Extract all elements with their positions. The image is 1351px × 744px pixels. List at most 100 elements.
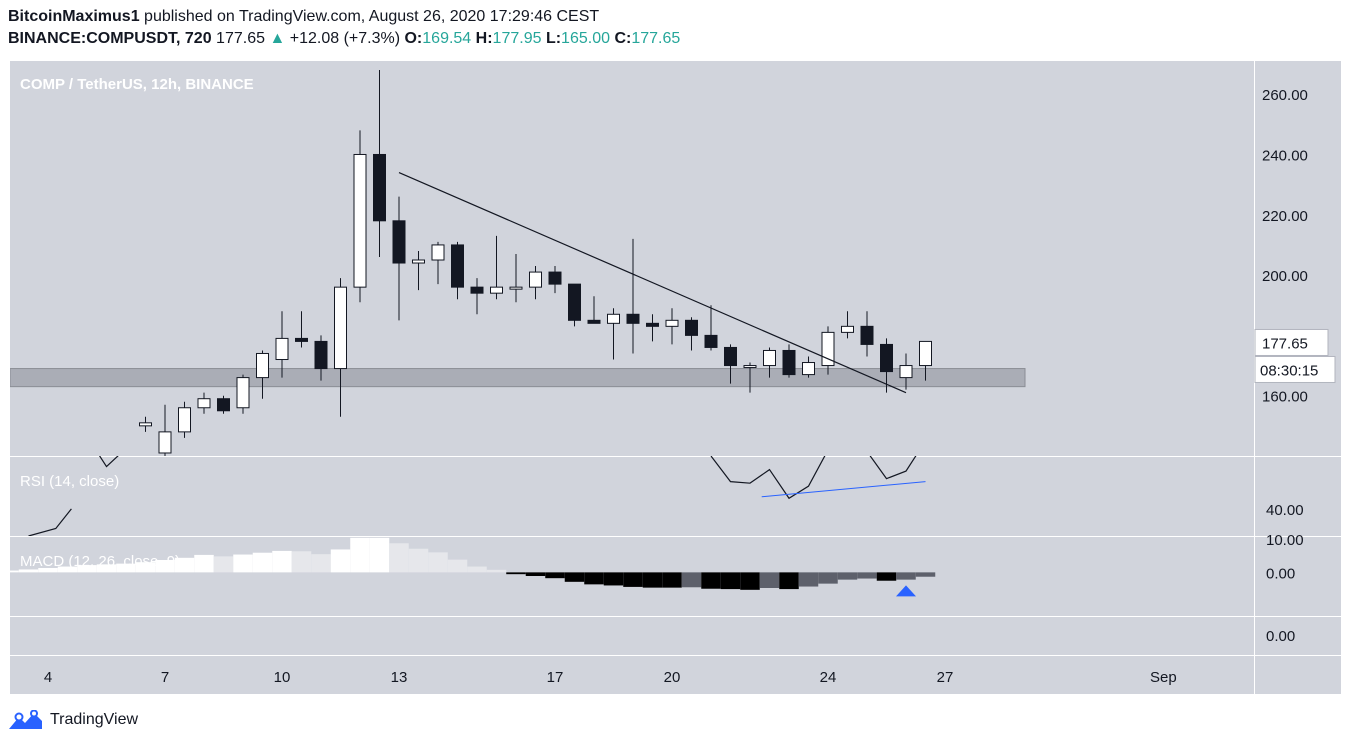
macd-histogram-bar — [837, 572, 858, 580]
candle — [431, 244, 445, 261]
macd-signal-arrow-icon — [896, 585, 916, 597]
price-tick-label: 200.00 — [1262, 268, 1308, 285]
macd-histogram-bar — [174, 557, 195, 573]
candle — [685, 319, 698, 336]
macd-histogram-bar — [233, 554, 253, 573]
macd-histogram-bar — [525, 572, 546, 576]
candle — [763, 349, 776, 367]
rsi-line-1 — [710, 456, 826, 500]
candle — [392, 220, 406, 264]
candle — [373, 153, 386, 222]
price-tick-label: 260.00 — [1262, 87, 1308, 104]
rsi-pane-title: RSI (14, close) — [20, 473, 119, 490]
macd-histogram-bar — [194, 554, 214, 573]
macd-histogram-bar — [564, 572, 585, 582]
macd-histogram-bar — [857, 572, 877, 579]
macd-histogram-bar — [740, 572, 760, 590]
rsi-tick-label: 40.00 — [1266, 502, 1304, 519]
rsi-pane — [28, 456, 926, 536]
rsi-line-lead — [28, 508, 72, 536]
high-value: 177.95 — [492, 30, 542, 47]
candle — [704, 334, 718, 348]
time-tick-label: 24 — [820, 669, 837, 686]
macd-histogram-bar — [350, 537, 370, 573]
macd-histogram-bar — [506, 572, 526, 575]
macd-histogram-bar — [447, 559, 468, 573]
macd-histogram-bar — [330, 549, 351, 573]
macd-histogram-bar — [681, 572, 702, 588]
macd-histogram-bar — [311, 554, 331, 573]
time-tick-label: 27 — [937, 669, 954, 686]
last-price-box — [1254, 328, 1329, 356]
candle — [314, 340, 328, 370]
price-pane — [10, 70, 1026, 456]
candle — [412, 259, 425, 264]
macd-histogram-bar — [57, 566, 78, 573]
candle — [646, 322, 659, 327]
candle — [665, 319, 679, 327]
macd-histogram-bar — [389, 543, 409, 573]
published-text: published on TradingView.com, August 26,… — [144, 8, 600, 25]
candle — [197, 398, 211, 409]
candle — [587, 319, 601, 324]
macd-histogram-bar — [252, 552, 273, 573]
candle — [548, 271, 562, 285]
time-tick-label: 17 — [547, 669, 564, 686]
last-price-label: 177.65 — [1262, 335, 1308, 352]
candle — [470, 286, 484, 294]
candle — [919, 340, 932, 367]
candle — [158, 431, 172, 454]
publish-line: BitcoinMaximus1 published on TradingView… — [8, 6, 1338, 28]
candle — [899, 365, 913, 379]
ohlc-line: BINANCE:COMPUSDT, 720 177.65 ▲ +12.08 (+… — [8, 28, 1338, 50]
macd-histogram-bar — [603, 572, 624, 586]
rsi-trendline — [761, 481, 926, 498]
macd-histogram-bar — [135, 562, 156, 573]
up-arrow-icon: ▲ — [269, 30, 286, 47]
candle — [353, 153, 367, 288]
macd-histogram-bar — [759, 572, 780, 588]
tradingview-logo[interactable]: TradingView — [8, 708, 138, 732]
macd-pane — [10, 537, 936, 597]
macd-histogram-bar — [818, 572, 838, 584]
candle — [880, 343, 893, 373]
candle — [782, 349, 796, 376]
candle — [275, 337, 289, 361]
macd-histogram-bar — [662, 572, 682, 588]
candle — [490, 286, 503, 294]
close-value: 177.65 — [631, 30, 681, 47]
macd-histogram-bar — [116, 563, 136, 573]
macd-tick-label: 10.00 — [1266, 532, 1304, 549]
price-trendline — [398, 172, 907, 394]
candle — [860, 325, 874, 345]
macd-histogram-bar — [701, 572, 721, 589]
countdown-box — [1254, 355, 1336, 383]
macd-histogram-bar — [77, 565, 97, 573]
time-tick-label: Sep — [1150, 669, 1177, 686]
macd-histogram-bar — [213, 556, 234, 573]
candle — [802, 362, 815, 376]
symbol-label[interactable]: BINANCE:COMPUSDT, 720 — [8, 30, 212, 47]
time-tick-label: 10 — [274, 669, 291, 686]
macd-histogram-bar — [369, 537, 390, 573]
candle — [256, 352, 269, 379]
macd-tick-label: 0.00 — [1266, 628, 1295, 645]
macd-histogram-bar — [779, 572, 799, 590]
author-name[interactable]: BitcoinMaximus1 — [8, 8, 140, 25]
candle — [529, 271, 542, 288]
countdown-label: 08:30:15 — [1260, 362, 1318, 379]
price-change: +12.08 (+7.3%) — [289, 30, 401, 47]
low-label: L: — [545, 30, 562, 47]
macd-histogram-bar — [408, 548, 429, 573]
price-pane-title: COMP / TetherUS, 12h, BINANCE — [20, 76, 254, 93]
macd-histogram-bar — [642, 572, 663, 588]
candle — [743, 365, 757, 369]
macd-pane-title: MACD (12, 26, close, 9) — [20, 553, 180, 570]
macd-histogram-bar — [876, 572, 897, 581]
macd-histogram-bar — [545, 572, 565, 579]
open-label: O: — [404, 30, 423, 47]
macd-histogram-bar — [272, 550, 292, 573]
candle — [178, 407, 191, 433]
high-label: H: — [475, 30, 493, 47]
